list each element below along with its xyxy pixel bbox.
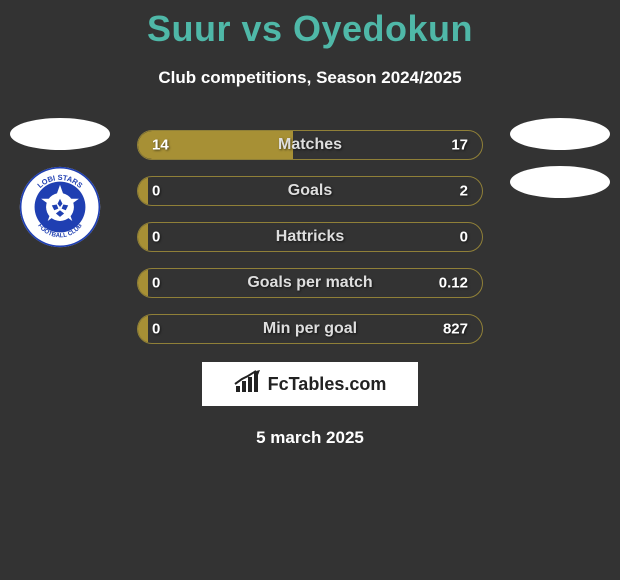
stat-bar-fill xyxy=(138,269,148,297)
stat-right-value: 2 xyxy=(460,183,468,200)
date: 5 march 2025 xyxy=(0,428,620,448)
stat-label: Matches xyxy=(278,136,342,154)
stat-right-value: 827 xyxy=(443,321,468,338)
stat-bar: 14 Matches 17 xyxy=(137,130,483,160)
stat-bar: 0 Goals 2 xyxy=(137,176,483,206)
stat-bar-fill xyxy=(138,177,148,205)
right-player-photo-placeholder xyxy=(510,118,610,150)
watermark-icon xyxy=(234,370,262,399)
stat-label: Min per goal xyxy=(263,320,357,338)
left-player-column: LOBI STARS FOOTBALL CLUB xyxy=(8,118,112,248)
stat-bar: 0 Goals per match 0.12 xyxy=(137,268,483,298)
stat-bar: 0 Min per goal 827 xyxy=(137,314,483,344)
stat-right-value: 0.12 xyxy=(439,275,468,292)
stat-left-value: 14 xyxy=(152,137,169,154)
stat-bar-fill xyxy=(138,315,148,343)
watermark: FcTables.com xyxy=(202,362,418,406)
stat-right-value: 17 xyxy=(451,137,468,154)
stat-bar-fill xyxy=(138,223,148,251)
stat-label: Goals per match xyxy=(247,274,372,292)
stat-bars: 14 Matches 17 0 Goals 2 0 Hattricks 0 0 Goals per … xyxy=(137,130,483,344)
stat-left-value: 0 xyxy=(152,275,160,292)
page-title: Suur vs Oyedokun xyxy=(0,8,620,50)
stat-left-value: 0 xyxy=(152,183,160,200)
stat-label: Hattricks xyxy=(276,228,344,246)
stat-bar: 0 Hattricks 0 xyxy=(137,222,483,252)
left-club-badge: LOBI STARS FOOTBALL CLUB xyxy=(19,166,101,248)
stat-left-value: 0 xyxy=(152,321,160,338)
right-player-column xyxy=(508,118,612,214)
subtitle: Club competitions, Season 2024/2025 xyxy=(0,68,620,88)
watermark-text: FcTables.com xyxy=(268,374,387,395)
stat-right-value: 0 xyxy=(460,229,468,246)
stat-left-value: 0 xyxy=(152,229,160,246)
right-club-badge-placeholder xyxy=(510,166,610,198)
stat-label: Goals xyxy=(288,182,332,200)
left-player-photo-placeholder xyxy=(10,118,110,150)
